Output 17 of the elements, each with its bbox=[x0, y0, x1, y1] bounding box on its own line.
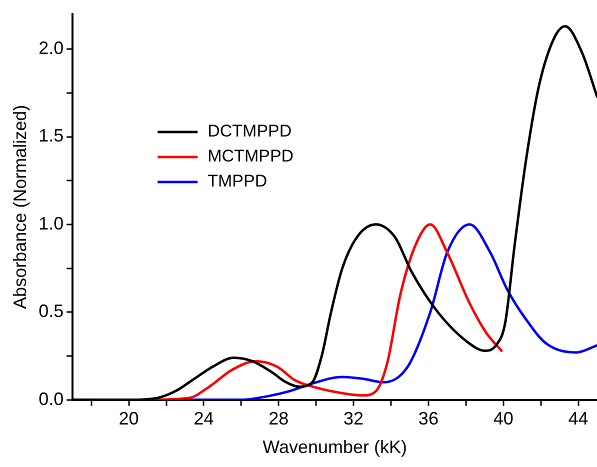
y-tick-label: 1.5 bbox=[38, 126, 64, 146]
y-tick-label: 1.0 bbox=[38, 213, 64, 234]
x-tick-label: 40 bbox=[493, 408, 514, 429]
legend-label: MCTMPPD bbox=[208, 146, 294, 166]
x-tick-label: 20 bbox=[118, 408, 139, 429]
x-axis-title: Wavenumber (kK) bbox=[262, 437, 407, 458]
legend-label: TMPPD bbox=[208, 172, 268, 191]
x-tick-label: 44 bbox=[568, 408, 588, 429]
x-tick-label: 36 bbox=[418, 408, 438, 429]
legend-label: DCTMPPD bbox=[208, 122, 292, 141]
y-tick-label: 0.0 bbox=[38, 388, 64, 409]
y-tick-label: 0.5 bbox=[38, 301, 64, 322]
y-tick-label: 2.0 bbox=[38, 38, 64, 58]
x-tick-label: 24 bbox=[194, 408, 214, 429]
x-tick-label: 28 bbox=[268, 408, 289, 429]
y-axis-title: Absorbance (Normalized) bbox=[10, 104, 30, 309]
x-tick-label: 32 bbox=[344, 408, 364, 429]
